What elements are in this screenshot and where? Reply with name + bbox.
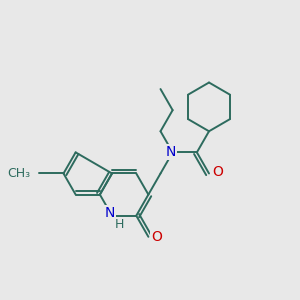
Text: H: H <box>115 218 124 230</box>
Text: O: O <box>212 165 223 179</box>
Text: N: N <box>104 206 115 220</box>
Text: N: N <box>166 146 176 159</box>
Text: O: O <box>151 230 162 244</box>
Text: CH₃: CH₃ <box>7 167 30 180</box>
